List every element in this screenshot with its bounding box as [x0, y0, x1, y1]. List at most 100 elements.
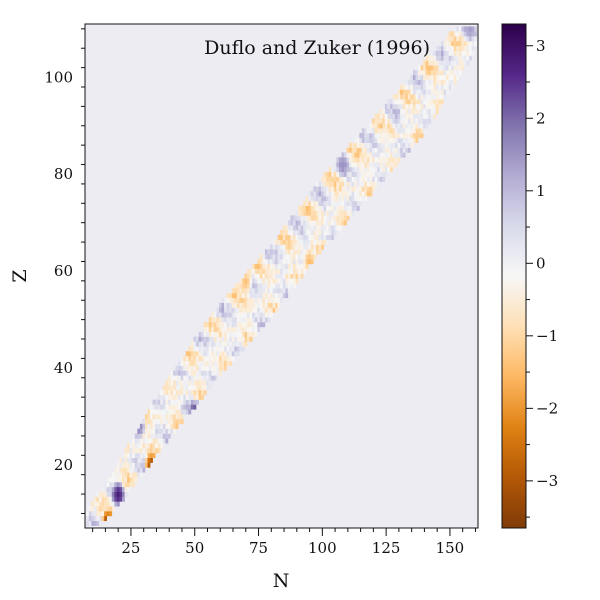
heatmap-cell	[262, 322, 266, 328]
heatmap-cell	[441, 74, 444, 81]
heatmap-cell	[338, 215, 342, 221]
heatmap-cell	[389, 142, 393, 148]
heatmap-cell	[201, 346, 204, 352]
heatmap-cell	[109, 481, 113, 488]
heatmap-cell	[374, 157, 378, 163]
heatmap-cell	[395, 94, 398, 100]
heatmap-cell	[170, 428, 174, 434]
heatmap-cell	[366, 137, 370, 144]
heatmap-cell	[448, 50, 452, 56]
heatmap-cell	[252, 322, 255, 328]
heatmap-cell	[173, 414, 176, 420]
heatmap-cell	[275, 283, 278, 289]
heatmap-cell	[247, 292, 250, 299]
heatmap-cell	[142, 457, 146, 463]
heatmap-cell	[211, 341, 215, 347]
heatmap-cell	[382, 133, 386, 139]
heatmap-cell	[249, 312, 253, 318]
heatmap-cell	[183, 399, 187, 405]
heatmap-cell	[132, 443, 136, 449]
heatmap-cell	[116, 472, 120, 478]
heatmap-cell	[310, 196, 314, 202]
heatmap-cell	[208, 336, 212, 342]
heatmap-cell	[264, 263, 268, 270]
plot-frame	[84, 23, 479, 529]
heatmap-cell	[466, 40, 470, 47]
heatmap-cell	[160, 414, 164, 420]
heatmap-cell	[132, 462, 136, 468]
heatmap-cell	[456, 31, 460, 37]
heatmap-cell	[423, 113, 426, 119]
heatmap-cell	[201, 380, 204, 386]
heatmap-cell	[282, 225, 286, 231]
heatmap-cell	[369, 123, 373, 129]
heatmap-cell	[336, 200, 340, 207]
heatmap-cell	[234, 326, 238, 333]
heatmap-cell	[389, 103, 393, 110]
heatmap-cell	[290, 273, 294, 279]
heatmap-cell	[196, 346, 199, 352]
heatmap-cell	[119, 467, 123, 473]
heatmap-cell	[298, 273, 301, 279]
heatmap-cell	[321, 244, 324, 250]
heatmap-cell	[188, 404, 192, 410]
heatmap-cell	[259, 273, 263, 279]
heatmap-cell	[137, 438, 141, 444]
heatmap-cell	[190, 380, 194, 386]
heatmap-cell	[310, 234, 314, 240]
heatmap-cell	[292, 263, 296, 270]
heatmap-cell	[254, 302, 258, 308]
heatmap-cell	[173, 375, 176, 381]
heatmap-cell	[318, 210, 322, 216]
heatmap-cell	[326, 220, 330, 226]
heatmap-cell	[341, 196, 345, 202]
heatmap-cell	[466, 31, 470, 37]
heatmap-cell	[270, 302, 273, 308]
heatmap-cell	[280, 249, 284, 255]
heatmap-cell	[170, 380, 174, 386]
heatmap-cell	[188, 385, 192, 391]
heatmap-cell	[231, 351, 235, 357]
heatmap-cell	[387, 133, 391, 139]
heatmap-cell	[241, 288, 245, 294]
heatmap-cell	[474, 26, 478, 32]
heatmap-cell	[382, 108, 386, 114]
heatmap-cell	[433, 113, 437, 119]
heatmap-cell	[303, 244, 307, 250]
heatmap-cell	[415, 70, 419, 76]
heatmap-cell	[241, 341, 245, 347]
heatmap-cell	[157, 423, 161, 429]
heatmap-cell	[372, 186, 375, 192]
heatmap-cell	[300, 263, 304, 270]
heatmap-cell	[218, 326, 222, 333]
heatmap-cell	[412, 89, 416, 95]
heatmap-cell	[254, 273, 258, 279]
heatmap-cell	[99, 511, 102, 517]
heatmap-cell	[366, 133, 370, 139]
heatmap-cell	[231, 331, 235, 337]
heatmap-cell	[196, 385, 199, 391]
heatmap-cell	[285, 259, 289, 265]
heatmap-cell	[206, 351, 210, 357]
heatmap-cell	[453, 36, 457, 42]
heatmap-cell	[300, 215, 304, 221]
heatmap-cell	[165, 428, 169, 434]
heatmap-cell	[203, 360, 207, 366]
heatmap-cell	[298, 249, 301, 255]
heatmap-cell	[104, 501, 107, 507]
heatmap-cell	[354, 200, 358, 207]
heatmap-cell	[160, 394, 164, 400]
heatmap-cell	[463, 26, 467, 32]
heatmap-cell	[315, 225, 319, 231]
heatmap-cell	[366, 123, 370, 129]
heatmap-cell	[170, 423, 174, 429]
heatmap-cell	[397, 108, 401, 114]
heatmap-cell	[303, 263, 307, 270]
heatmap-cell	[407, 123, 411, 129]
heatmap-cell	[183, 385, 187, 391]
heatmap-cell	[290, 234, 294, 240]
heatmap-cell	[328, 191, 332, 197]
heatmap-cell	[152, 409, 156, 415]
heatmap-cell	[259, 307, 263, 313]
heatmap-cell	[466, 60, 470, 66]
